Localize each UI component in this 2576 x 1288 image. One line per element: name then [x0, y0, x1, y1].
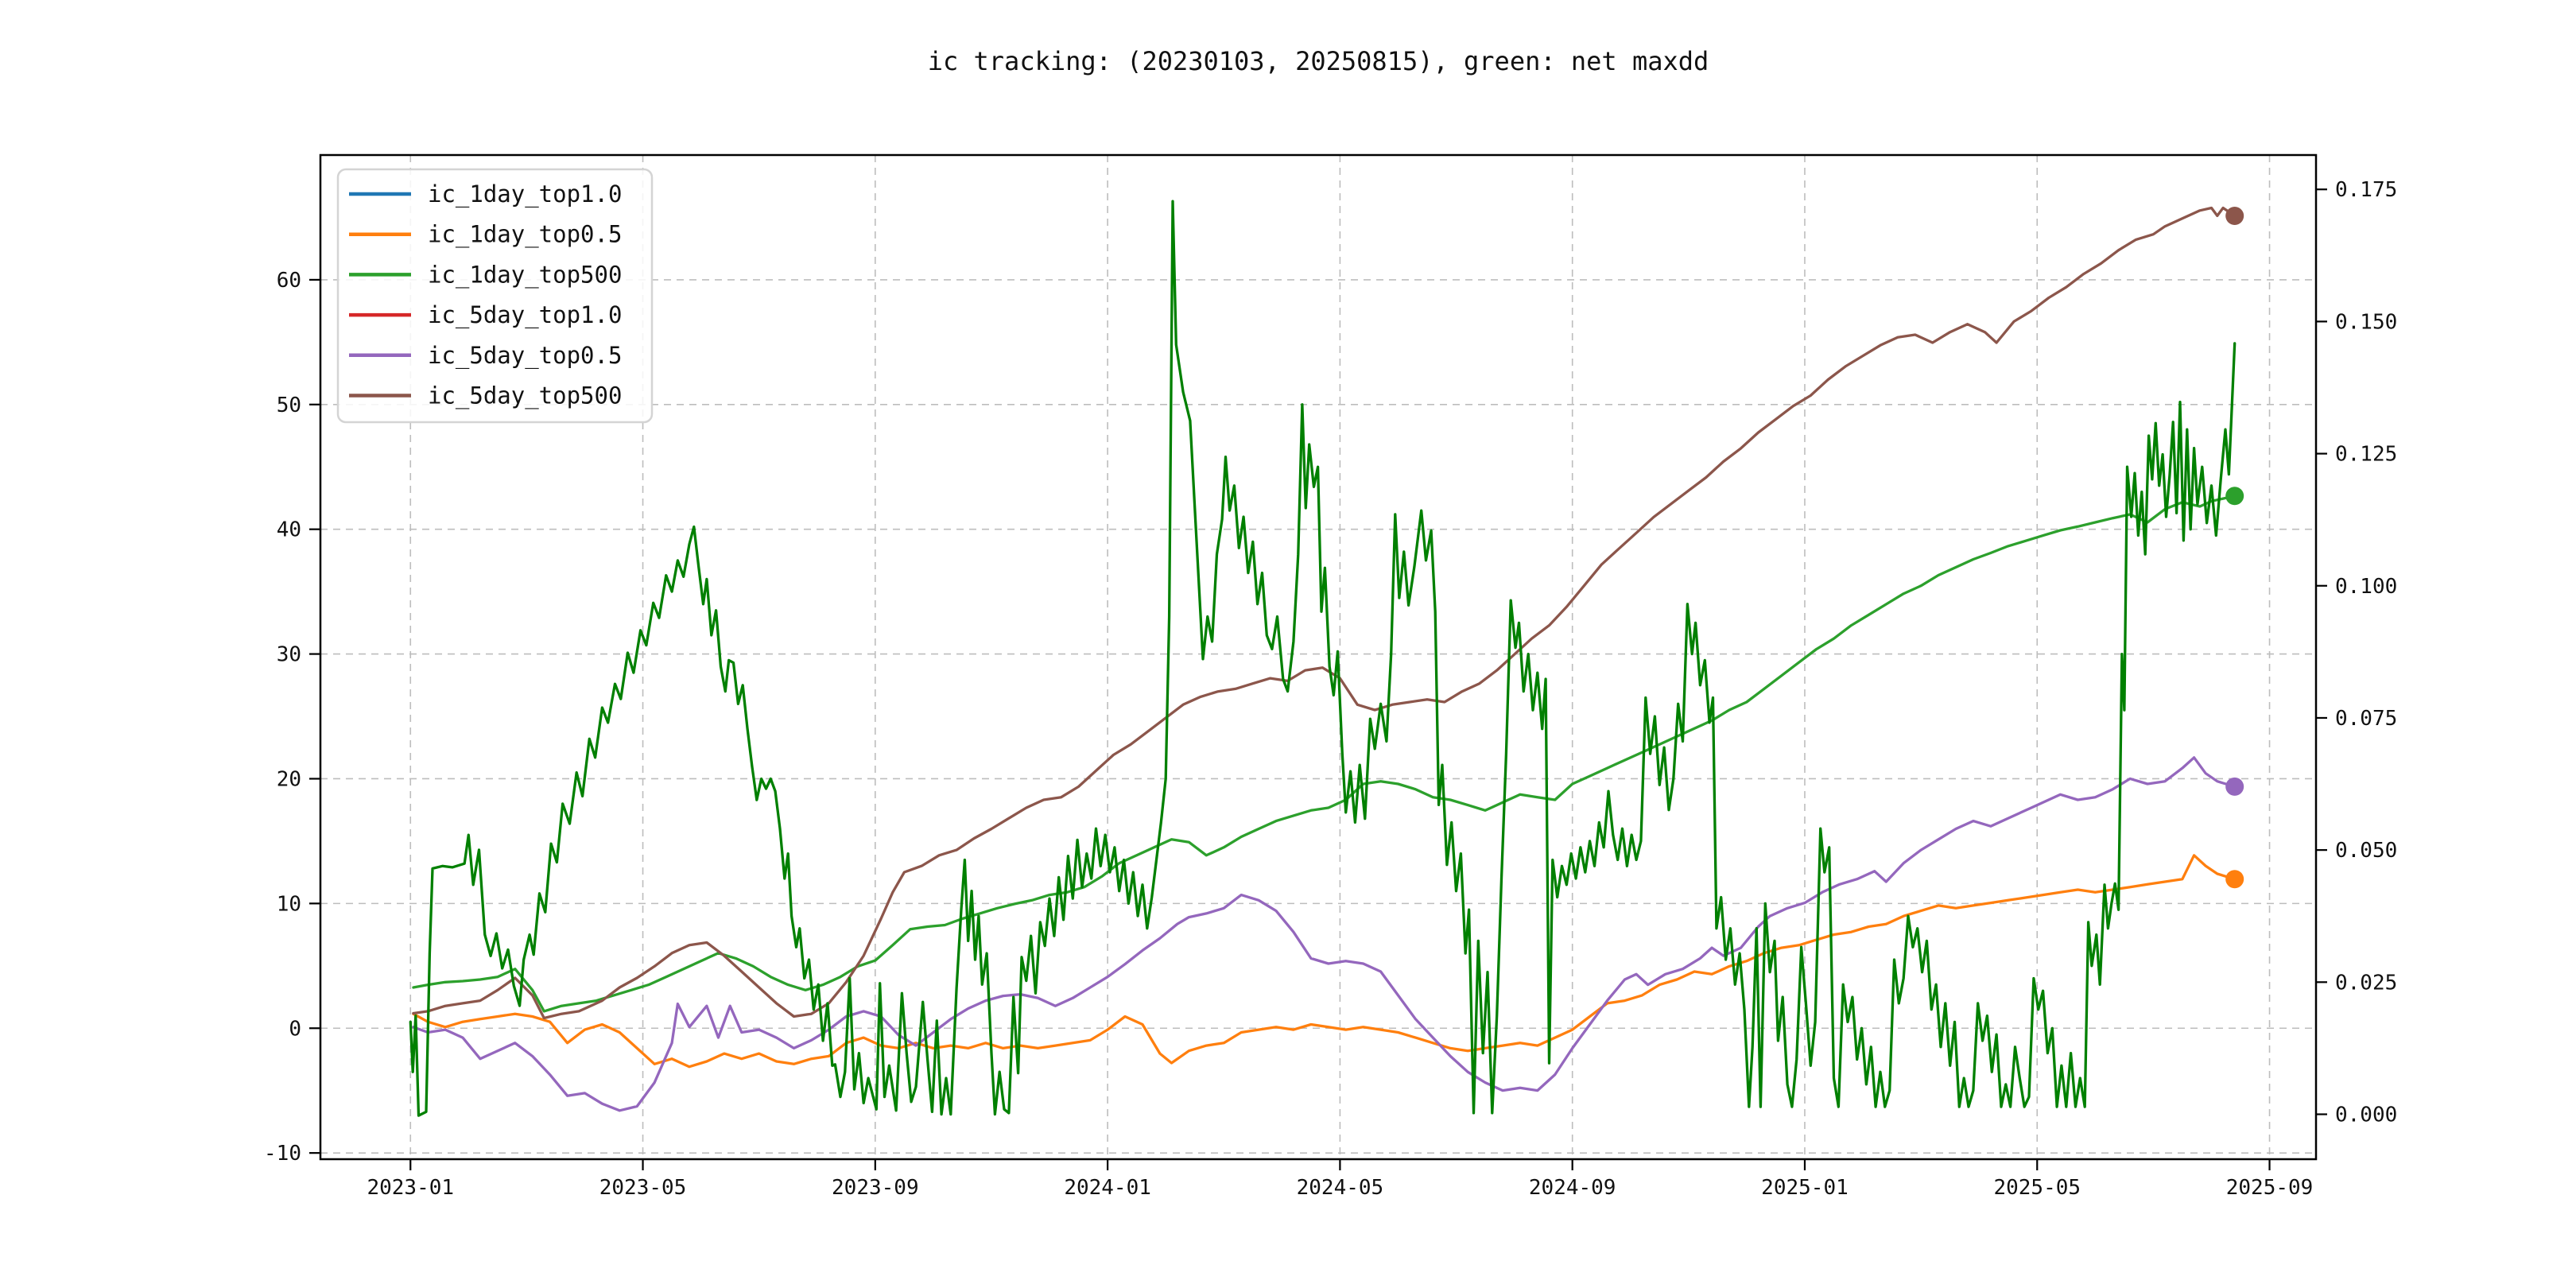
- plot-border: [319, 153, 2318, 1161]
- series-lines: [409, 200, 2244, 1117]
- x-tick-label: 2024-05: [1297, 1176, 1384, 1200]
- x-tick-label: 2023-01: [367, 1176, 454, 1200]
- legend-label: ic_5day_top0.5: [428, 342, 622, 370]
- legend-item-ic_5day_top500[interactable]: ic_5day_top500: [349, 382, 622, 410]
- series-line-ic_5day_top500: [412, 206, 2237, 1020]
- series-end-dot-ic_5day_top500: [2225, 206, 2244, 225]
- x-tick-label: 2025-01: [1761, 1176, 1849, 1200]
- right-tick-label: 0.000: [2335, 1103, 2397, 1127]
- legend-item-ic_1day_top1.0[interactable]: ic_1day_top1.0: [349, 180, 622, 208]
- legend-item-ic_1day_top500[interactable]: ic_1day_top500: [349, 261, 622, 289]
- left-tick-label: 20: [277, 767, 301, 791]
- legend-box: [336, 168, 654, 424]
- legend-label: ic_5day_top1.0: [428, 301, 622, 329]
- series-end-dot-ic_5day_top0.5: [2225, 777, 2244, 796]
- right-tick-label: 0.175: [2335, 178, 2397, 202]
- axis-ticks-and-labels: 2023-01 2023-05 2023-09 2024-01 2024-05 2024-…: [264, 178, 2397, 1200]
- right-tick-label: 0.125: [2335, 443, 2397, 467]
- right-tick-label: 0.025: [2335, 971, 2397, 995]
- series-line-ic_5day_top0.5: [412, 756, 2237, 1112]
- chart-title: ic tracking: (20230103, 20250815), green…: [928, 46, 1709, 76]
- left-tick-label: 10: [277, 892, 301, 916]
- legend-label: ic_1day_top1.0: [428, 180, 622, 208]
- legend-item-ic_5day_top0.5[interactable]: ic_5day_top0.5: [349, 342, 622, 370]
- left-tick-label: 0: [289, 1017, 301, 1041]
- x-tick-label: 2023-05: [599, 1176, 687, 1200]
- left-tick-label: -10: [264, 1142, 301, 1166]
- x-tick-label: 2024-01: [1064, 1176, 1151, 1200]
- right-tick-label: 0.150: [2335, 310, 2397, 334]
- right-tick-label: 0.050: [2335, 839, 2397, 863]
- x-tick-label: 2023-09: [832, 1176, 919, 1200]
- series-end-dot-ic_1day_top0.5: [2225, 870, 2244, 889]
- left-tick-label: 40: [277, 518, 301, 542]
- legend-label: ic_1day_top0.5: [428, 221, 622, 249]
- legend-label: ic_1day_top500: [428, 261, 622, 289]
- left-tick-label: 50: [277, 394, 301, 417]
- series-line-ic_1day_top0.5: [412, 854, 2237, 1069]
- right-tick-label: 0.075: [2335, 707, 2397, 731]
- legend-label: ic_5day_top500: [428, 382, 622, 410]
- x-tick-label: 2025-05: [1993, 1176, 2081, 1200]
- legend-item-ic_1day_top0.5[interactable]: ic_1day_top0.5: [349, 221, 622, 249]
- series-line-net_maxdd: [409, 200, 2237, 1117]
- right-tick-label: 0.100: [2335, 575, 2397, 599]
- series-end-dot-ic_1day_top500: [2225, 487, 2244, 506]
- series-line-ic_1day_top500: [412, 495, 2237, 1013]
- left-tick-label: 60: [277, 269, 301, 293]
- x-tick-label: 2024-09: [1529, 1176, 1616, 1200]
- legend[interactable]: ic_1day_top1.0 ic_1day_top0.5 ic_1day_top5…: [336, 168, 654, 424]
- left-tick-label: 30: [277, 643, 301, 667]
- legend-item-ic_5day_top1.0[interactable]: ic_5day_top1.0: [349, 301, 622, 329]
- x-tick-label: 2025-09: [2226, 1176, 2314, 1200]
